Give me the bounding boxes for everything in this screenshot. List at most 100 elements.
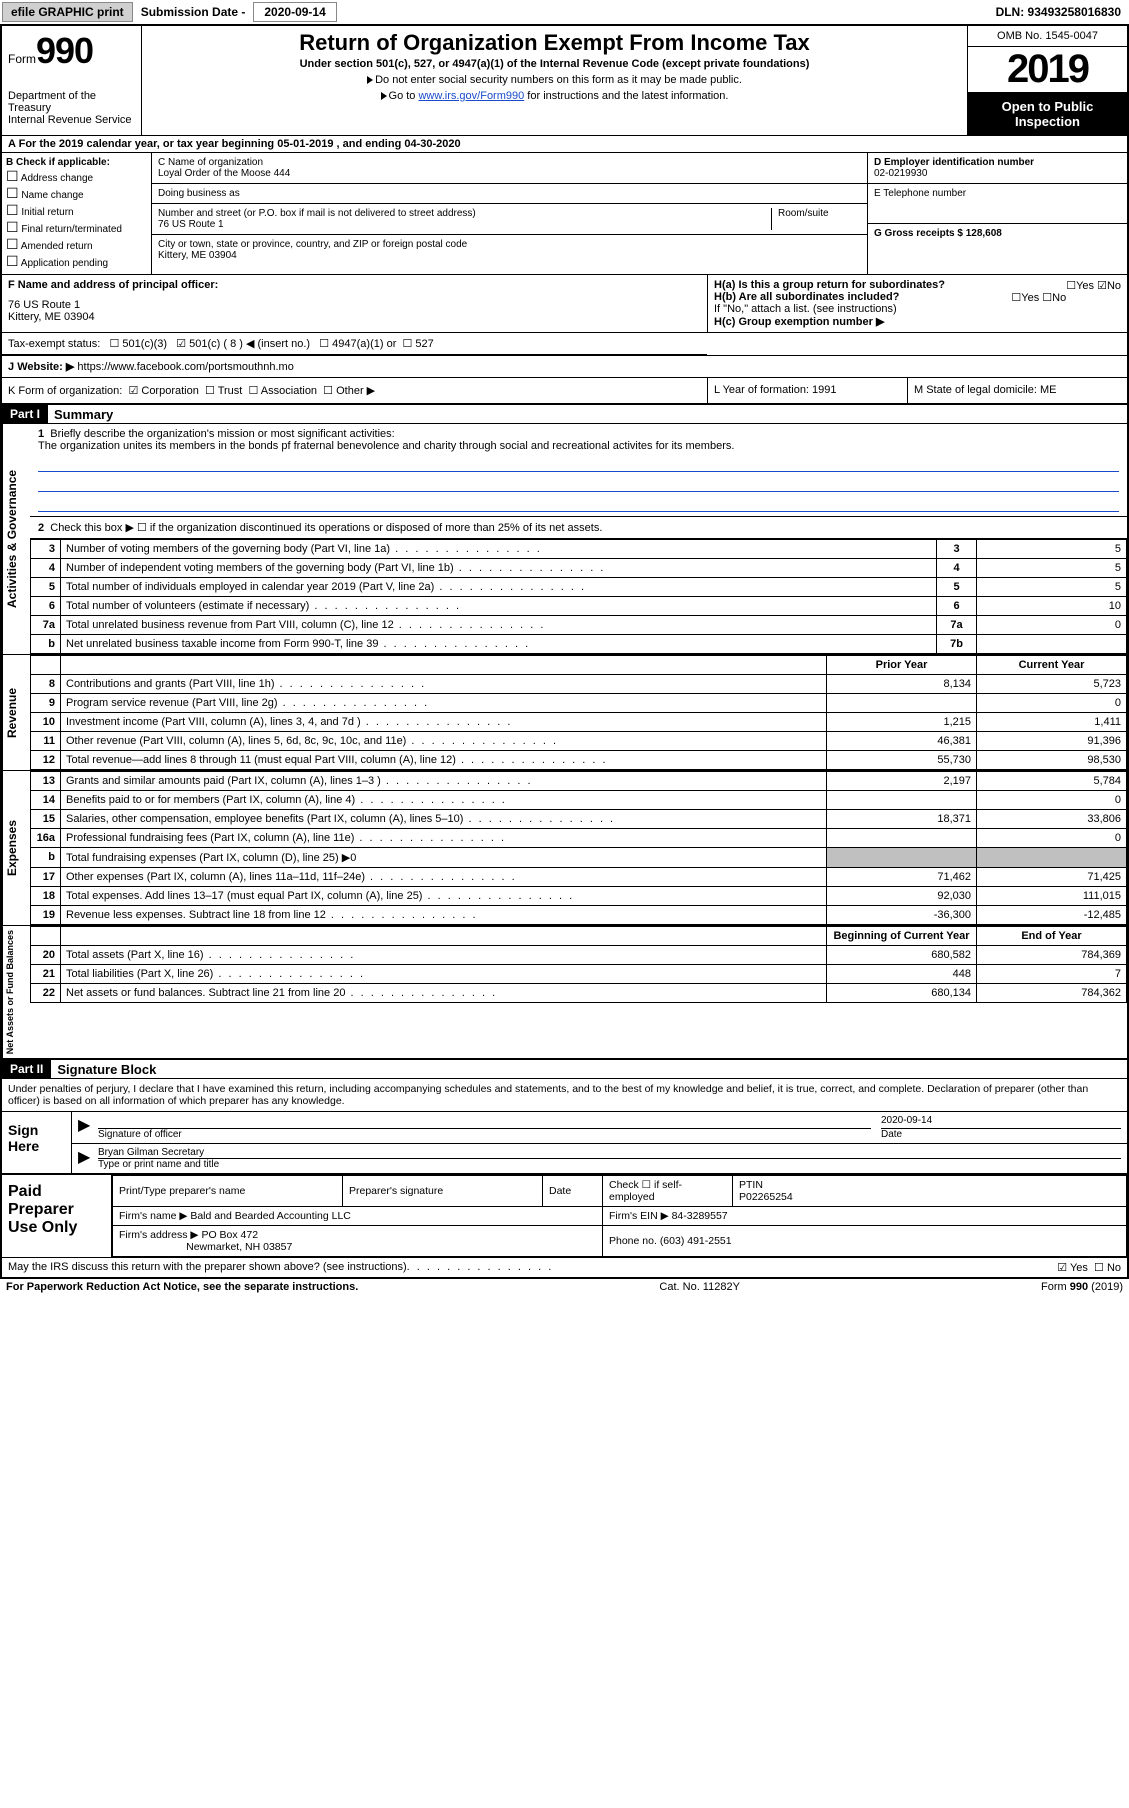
form-subtitle: Under section 501(c), 527, or 4947(a)(1)…	[150, 58, 959, 70]
paid-preparer-block: Paid Preparer Use Only Print/Type prepar…	[2, 1173, 1127, 1257]
m-state: M State of legal domicile: ME	[907, 378, 1127, 403]
website-value: https://www.facebook.com/portsmouthnh.mo	[77, 361, 293, 373]
checkbox-icon[interactable]: ☐	[6, 168, 19, 184]
opt-name-change: Name change	[21, 190, 83, 201]
k-corp: Corporation	[141, 385, 198, 397]
website-label: Website: ▶	[17, 361, 77, 373]
klm-row: K Form of organization: ☑ Corporation ☐ …	[2, 378, 1127, 405]
q1-text: Briefly describe the organization's miss…	[50, 428, 394, 440]
taxexempt-label: Tax-exempt status:	[8, 338, 100, 350]
arrow-icon: ▶	[78, 1147, 98, 1170]
submission-label: Submission Date -	[137, 5, 250, 19]
form-number: 990	[36, 30, 93, 71]
officer-addr1: 76 US Route 1	[8, 299, 701, 311]
current-year-hdr: Current Year	[977, 656, 1127, 675]
page-footer: For Paperwork Reduction Act Notice, see …	[0, 1279, 1129, 1295]
form-header: Form990 Department of the Treasury Inter…	[2, 26, 1127, 136]
pra-notice: For Paperwork Reduction Act Notice, see …	[6, 1281, 358, 1293]
opt-address-change: Address change	[21, 173, 93, 184]
irs-label: Internal Revenue Service	[8, 114, 135, 126]
governance-table: 3Number of voting members of the governi…	[30, 539, 1127, 654]
org-name: Loyal Order of the Moose 444	[158, 168, 861, 179]
k-assoc: Association	[261, 385, 317, 397]
te-4947: 4947(a)(1) or	[332, 338, 396, 350]
netassets-table: Beginning of Current YearEnd of Year 20T…	[30, 926, 1127, 1003]
name-label: C Name of organization	[158, 157, 861, 168]
bcy-hdr: Beginning of Current Year	[827, 927, 977, 946]
yes-label: Yes	[1021, 292, 1039, 304]
faddr1: PO Box 472	[201, 1229, 258, 1241]
website-row: J Website: ▶ https://www.facebook.com/po…	[2, 356, 1127, 378]
ha-label: H(a) Is this a group return for subordin…	[714, 279, 945, 291]
part1-header: Part I Summary	[2, 405, 1127, 424]
officer-label: F Name and address of principal officer:	[8, 279, 701, 291]
form-footer: Form 990 (2019)	[1041, 1281, 1123, 1293]
form-container: Form990 Department of the Treasury Inter…	[0, 24, 1129, 1279]
officer-name: Bryan Gilman Secretary	[98, 1147, 1121, 1159]
form-prefix: Form	[8, 52, 36, 66]
no-label: No	[1107, 280, 1121, 292]
revenue-table: Prior YearCurrent Year 8Contributions an…	[30, 655, 1127, 770]
org-address: 76 US Route 1	[158, 219, 771, 230]
entity-grid: B Check if applicable: ☐ Address change …	[2, 153, 1127, 275]
checkbox-icon[interactable]: ☐	[6, 202, 19, 218]
triangle-icon	[381, 92, 387, 100]
expenses-table: 13Grants and similar amounts paid (Part …	[30, 771, 1127, 925]
phone-label: E Telephone number	[868, 184, 1127, 224]
no-label: No	[1052, 292, 1066, 304]
ptin-label: PTIN	[739, 1179, 763, 1191]
org-city: Kittery, ME 03904	[158, 250, 861, 261]
sig-officer-label: Signature of officer	[98, 1129, 871, 1140]
goto-post: for instructions and the latest informat…	[524, 90, 728, 102]
side-governance: Activities & Governance	[2, 424, 30, 654]
side-netassets: Net Assets or Fund Balances	[2, 926, 30, 1058]
no-label: No	[1107, 1262, 1121, 1274]
l-year: L Year of formation: 1991	[707, 378, 907, 403]
box-de: D Employer identification number 02-0219…	[867, 153, 1127, 274]
opt-final: Final return/terminated	[21, 224, 122, 235]
te-501c8: 501(c) ( 8 ) ◀ (insert no.)	[189, 338, 310, 350]
discuss-row: May the IRS discuss this return with the…	[2, 1257, 1127, 1277]
q2-text: Check this box ▶ ☐ if the organization d…	[50, 522, 602, 534]
part1-badge: Part I	[2, 405, 48, 423]
part2-title: Signature Block	[51, 1062, 156, 1077]
name-title-label: Type or print name and title	[98, 1159, 1121, 1170]
form-title: Return of Organization Exempt From Incom…	[150, 30, 959, 56]
faddr-label: Firm's address ▶	[119, 1229, 199, 1241]
checkbox-icon[interactable]: ☐	[6, 253, 19, 269]
yes-label: Yes	[1070, 1262, 1088, 1274]
hb-note: If "No," attach a list. (see instruction…	[714, 303, 1121, 315]
ein-label: D Employer identification number	[874, 157, 1121, 168]
part1-title: Summary	[48, 407, 113, 422]
top-toolbar: efile GRAPHIC print Submission Date - 20…	[0, 0, 1129, 24]
mission-block: 1 Briefly describe the organization's mi…	[30, 424, 1127, 516]
officer-addr2: Kittery, ME 03904	[8, 311, 701, 323]
checkbox-icon[interactable]: ☐	[6, 219, 19, 235]
firm-label: Firm's name ▶	[119, 1210, 187, 1222]
triangle-icon	[367, 76, 373, 84]
k-other: Other ▶	[336, 385, 375, 397]
discuss-text: May the IRS discuss this return with the…	[8, 1261, 407, 1274]
box-c: C Name of organization Loyal Order of th…	[152, 153, 867, 274]
firm-name: Bald and Bearded Accounting LLC	[190, 1210, 351, 1222]
signature-field[interactable]	[98, 1115, 871, 1129]
phone-value: (603) 491-2551	[660, 1235, 732, 1247]
checkbox-icon[interactable]: ☐	[6, 185, 19, 201]
psig-label: Preparer's signature	[343, 1176, 543, 1207]
header-left: Form990 Department of the Treasury Inter…	[2, 26, 142, 135]
checkbox-icon[interactable]: ☐	[6, 236, 19, 252]
omb-number: OMB No. 1545-0047	[968, 26, 1127, 47]
efile-button[interactable]: efile GRAPHIC print	[2, 2, 133, 22]
rule-line	[38, 476, 1119, 492]
city-label: City or town, state or province, country…	[158, 239, 861, 250]
tax-year: 2019	[968, 47, 1127, 93]
k-label: K Form of organization:	[8, 385, 122, 397]
room-label: Room/suite	[771, 208, 861, 230]
k-trust: Trust	[218, 385, 243, 397]
sign-here-label: Sign Here	[2, 1112, 72, 1173]
dln-label: DLN: 93493258016830	[996, 5, 1127, 19]
opt-app-pending: Application pending	[21, 258, 108, 269]
te-527: 527	[415, 338, 433, 350]
irs-link[interactable]: www.irs.gov/Form990	[418, 90, 524, 102]
rule-line	[38, 456, 1119, 472]
